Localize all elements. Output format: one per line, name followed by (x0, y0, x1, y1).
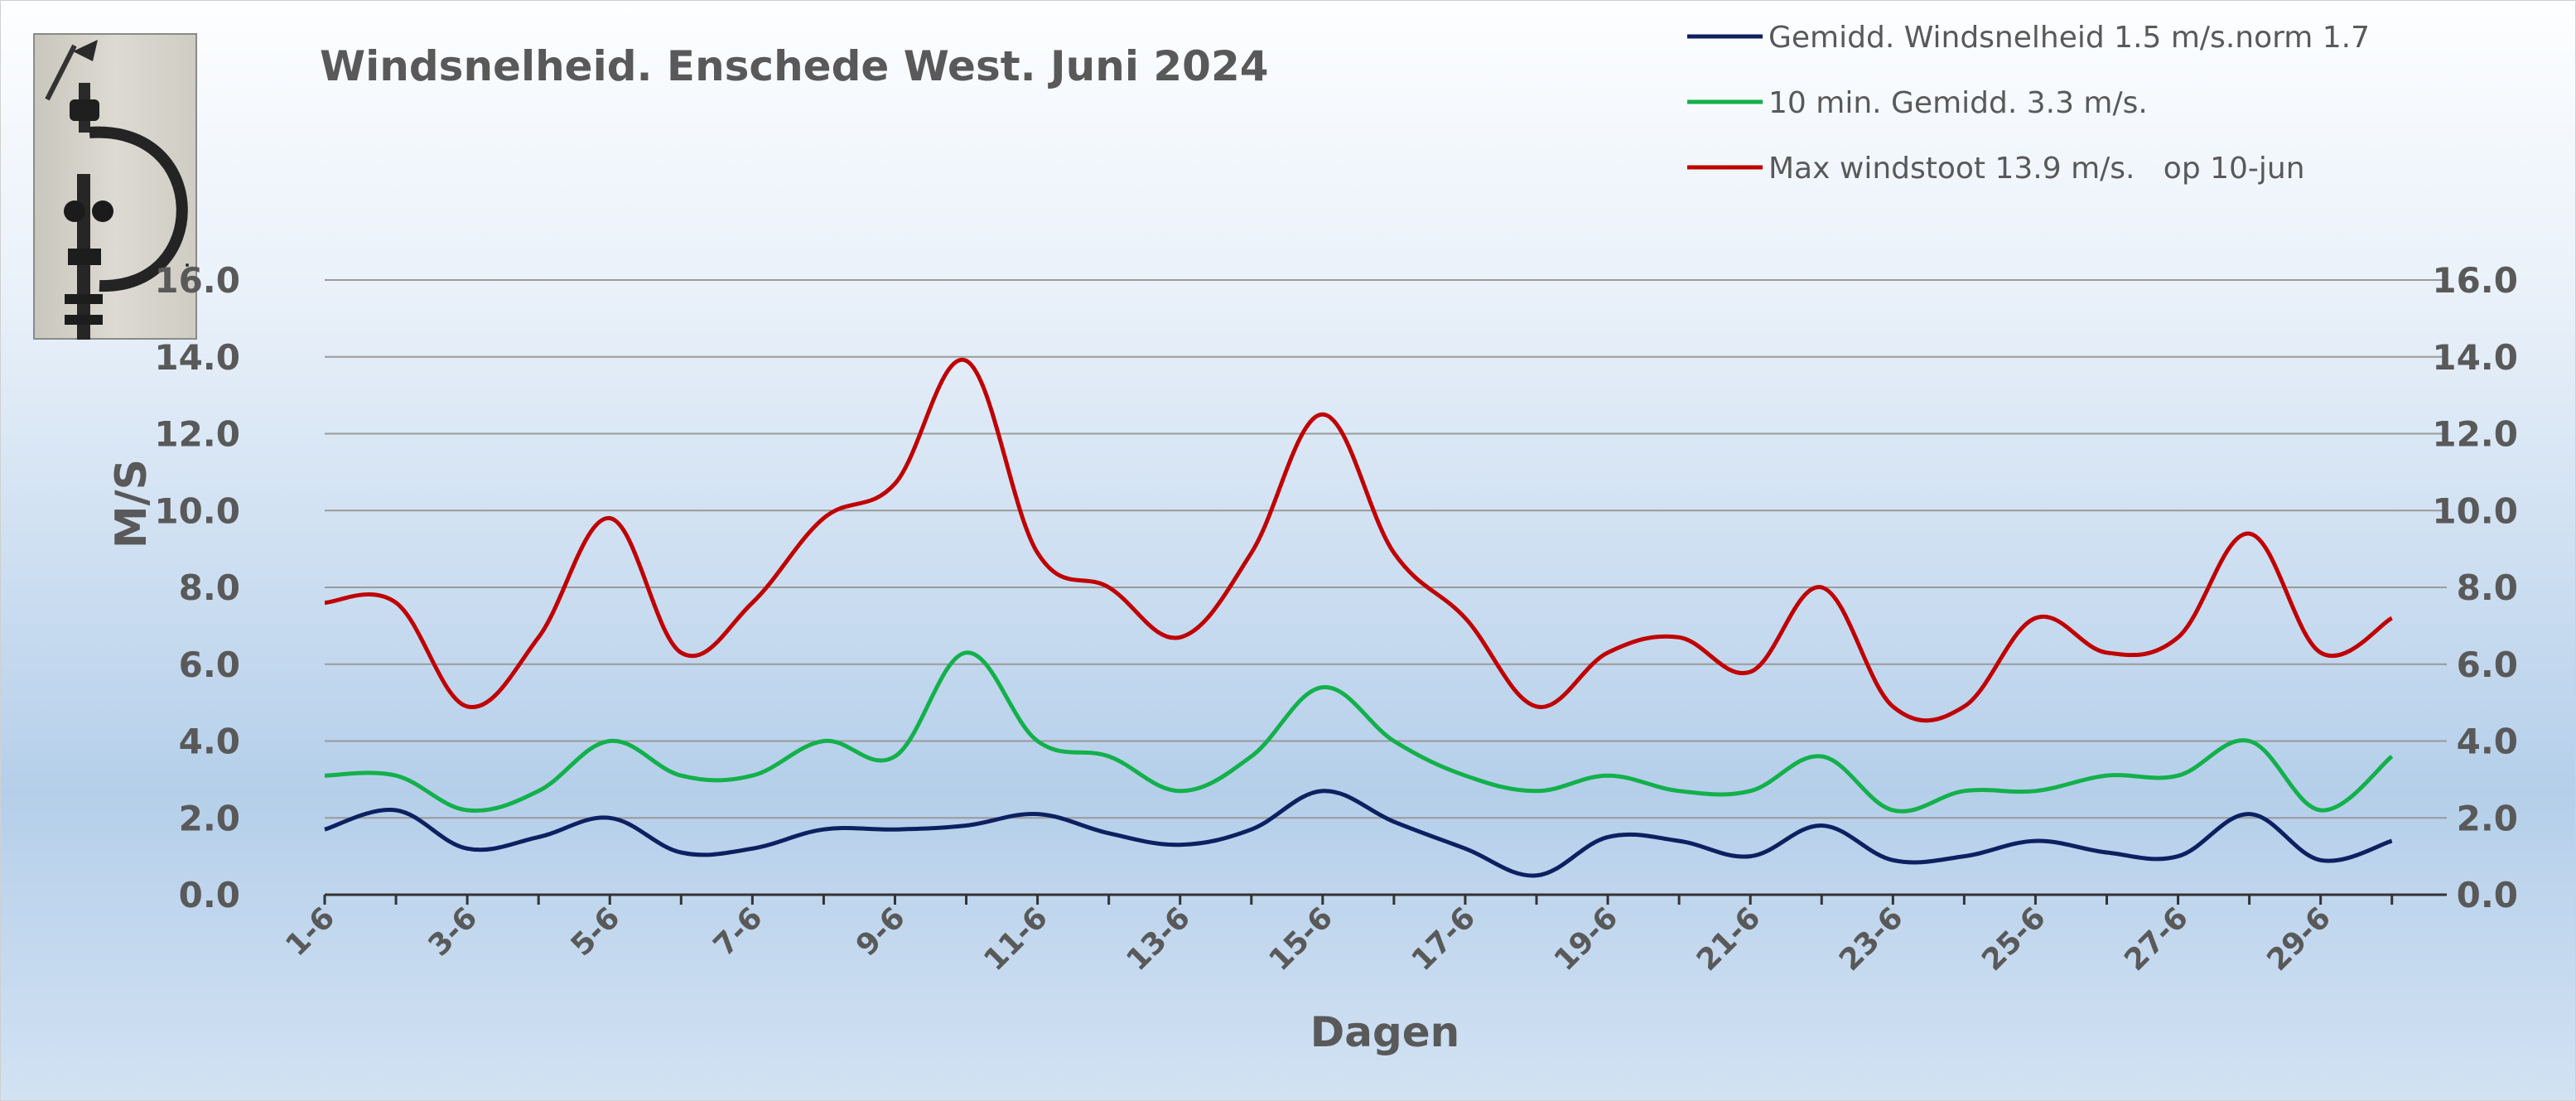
legend-label: 10 min. Gemidd. 3.3 m/s. (1768, 86, 2148, 120)
y-tick-label-left: 16.0 (154, 260, 240, 301)
legend-label: Max windstoot 13.9 m/s. op 10-jun (1768, 152, 2305, 186)
y-tick-label-left: 8.0 (179, 567, 240, 608)
y-tick-label-left: 0.0 (179, 875, 240, 915)
y-tick-label-right: 14.0 (2432, 337, 2518, 378)
series-line-10min-average (324, 650, 2394, 814)
anemometer-photo-icon (33, 33, 197, 340)
x-axis-title: Dagen (1310, 1008, 1460, 1056)
y-tick-label-left: 12.0 (154, 414, 240, 455)
grid-layer (325, 279, 2447, 819)
legend: Gemidd. Windsnelheid 1.5 m/s.norm 1.7 10 … (1687, 21, 2370, 186)
chart-title: Windsnelheid. Enschede West. Juni 2024 (320, 42, 1269, 90)
series-line-max-gust (324, 357, 2394, 723)
y-tick-label-left: 2.0 (179, 798, 240, 838)
series-layer (324, 357, 2394, 878)
y-tick-label-right: 6.0 (2457, 645, 2518, 685)
y-tick-label-right: 8.0 (2457, 567, 2518, 608)
y-tick-label-left: 14.0 (154, 337, 240, 378)
y-tick-label-right: 0.0 (2457, 875, 2518, 915)
y-tick-label-left: 4.0 (179, 722, 240, 762)
y-tick-label-right: 10.0 (2432, 490, 2518, 531)
y-tick-label-left: 10.0 (154, 490, 240, 531)
y-tick-label-right: 12.0 (2432, 414, 2518, 455)
y-tick-label-right: 2.0 (2457, 798, 2518, 838)
y-tick-label-left: 6.0 (179, 645, 240, 685)
y-tick-label-right: 4.0 (2457, 722, 2518, 762)
legend-label: Gemidd. Windsnelheid 1.5 m/s.norm 1.7 (1768, 21, 2370, 55)
y-axis-title: M/S (107, 459, 157, 548)
y-tick-label-right: 16.0 (2432, 260, 2518, 301)
series-line-average (324, 789, 2393, 878)
